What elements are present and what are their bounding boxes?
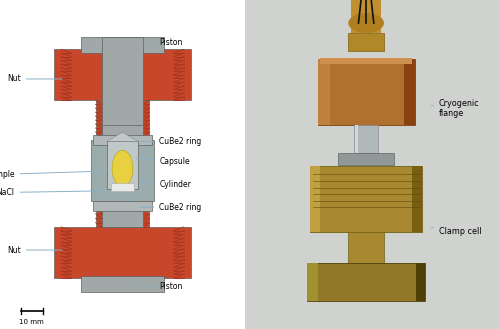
- Ellipse shape: [348, 13, 384, 33]
- Text: CuBe2 ring: CuBe2 ring: [139, 203, 202, 212]
- Bar: [310, 166, 422, 232]
- Bar: [112, 183, 134, 191]
- Bar: [318, 59, 330, 125]
- Text: Cryogenic
flange: Cryogenic flange: [432, 99, 480, 118]
- Bar: [90, 140, 154, 201]
- Bar: [81, 37, 164, 53]
- Bar: [354, 125, 378, 153]
- Text: 10 mm: 10 mm: [20, 319, 44, 325]
- Text: Cylinder: Cylinder: [140, 180, 191, 189]
- Bar: [93, 135, 152, 145]
- Bar: [96, 100, 150, 140]
- Bar: [320, 58, 412, 64]
- Bar: [54, 227, 191, 278]
- Bar: [318, 59, 414, 125]
- Bar: [102, 125, 143, 227]
- Text: Piston: Piston: [144, 38, 182, 47]
- Polygon shape: [106, 132, 138, 141]
- Bar: [106, 141, 138, 189]
- Bar: [102, 37, 143, 140]
- Text: NaCl: NaCl: [0, 188, 102, 197]
- Bar: [348, 232, 384, 263]
- Bar: [81, 276, 164, 292]
- Bar: [412, 166, 422, 232]
- Bar: [93, 201, 152, 211]
- Bar: [310, 166, 320, 232]
- Bar: [356, 125, 358, 153]
- Text: Nut: Nut: [7, 245, 62, 255]
- Text: CuBe2 ring: CuBe2 ring: [140, 137, 202, 146]
- Bar: [416, 263, 425, 301]
- Bar: [348, 33, 384, 51]
- Bar: [96, 201, 150, 227]
- Text: Clamp cell: Clamp cell: [432, 227, 482, 237]
- Text: Nut: Nut: [7, 74, 62, 84]
- Bar: [351, 0, 382, 33]
- Bar: [338, 153, 394, 165]
- Bar: [404, 59, 414, 125]
- Bar: [54, 49, 191, 100]
- Text: Capsule: Capsule: [136, 157, 190, 166]
- Bar: [308, 263, 318, 301]
- Bar: [308, 263, 425, 301]
- Text: Piston: Piston: [139, 282, 182, 291]
- Text: Sample: Sample: [0, 170, 102, 179]
- Ellipse shape: [112, 150, 133, 187]
